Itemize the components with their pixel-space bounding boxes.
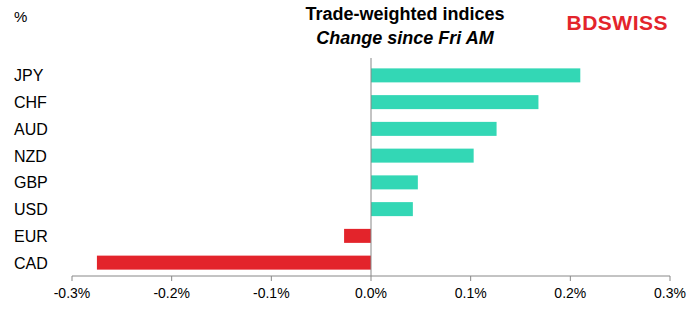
- x-tick: [670, 276, 671, 281]
- x-tick-label: -0.1%: [253, 285, 290, 301]
- x-tick-label: 0.2%: [554, 285, 586, 301]
- x-tick-label: -0.2%: [153, 285, 190, 301]
- category-label: JPY: [14, 67, 44, 84]
- x-tick: [271, 276, 272, 281]
- x-tick: [371, 276, 372, 281]
- logo: BDSWISS: [566, 11, 668, 34]
- bar: [371, 149, 474, 163]
- bar: [371, 202, 413, 216]
- bar: [371, 95, 538, 109]
- zero-axis: [371, 58, 372, 276]
- x-tick: [470, 276, 471, 281]
- category-label: CAD: [14, 255, 48, 272]
- chart: Trade-weighted indices Change since Fri A…: [0, 0, 700, 327]
- x-tick-label: -0.3%: [54, 285, 91, 301]
- category-label: AUD: [14, 121, 48, 138]
- category-label: USD: [14, 201, 48, 218]
- bar: [371, 68, 580, 82]
- unit-label: %: [14, 8, 27, 25]
- category-label: GBP: [14, 174, 48, 191]
- x-tick: [171, 276, 172, 281]
- category-label: CHF: [14, 94, 47, 111]
- x-tick: [72, 276, 73, 281]
- x-tick-label: 0.0%: [355, 285, 387, 301]
- category-label: EUR: [14, 228, 48, 245]
- category-label: NZD: [14, 148, 47, 165]
- title: Trade-weighted indices: [305, 4, 504, 24]
- subtitle: Change since Fri AM: [316, 28, 494, 48]
- bar: [371, 122, 497, 136]
- x-tick-label: 0.3%: [654, 285, 686, 301]
- bars: [97, 68, 580, 269]
- bar: [344, 229, 371, 243]
- bar: [371, 175, 418, 189]
- x-tick-label: 0.1%: [455, 285, 487, 301]
- x-tick: [570, 276, 571, 281]
- bar: [97, 256, 371, 270]
